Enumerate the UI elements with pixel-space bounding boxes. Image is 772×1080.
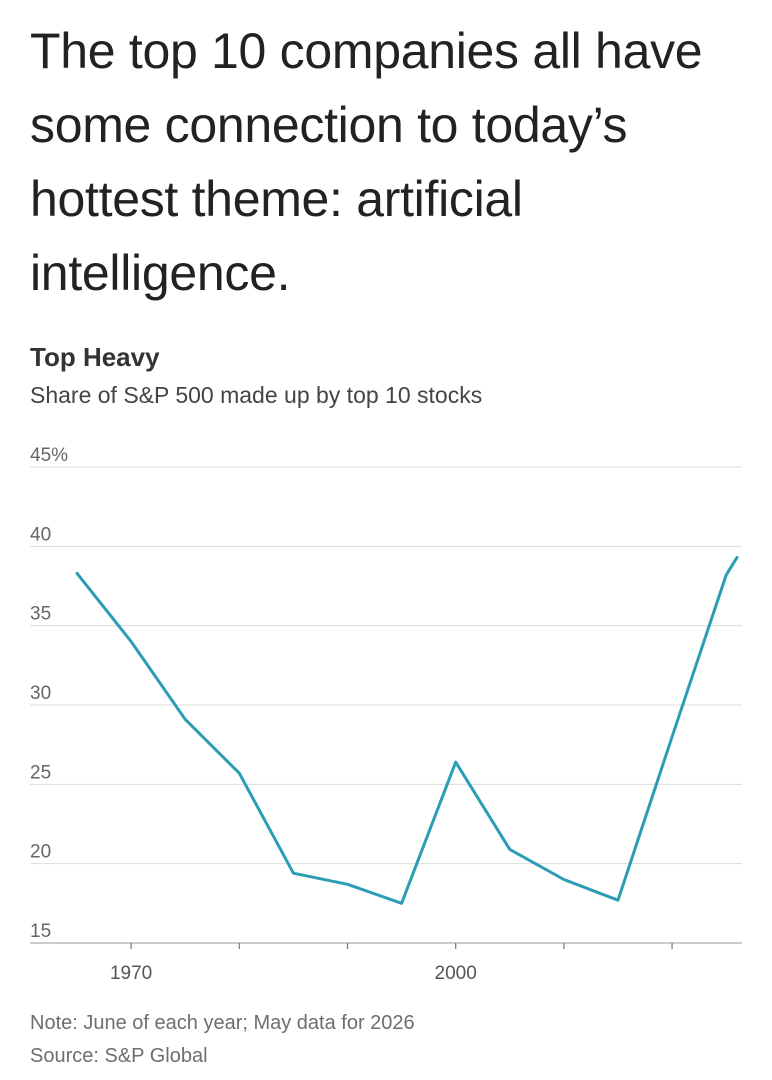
chart-subtitle: Share of S&P 500 made up by top 10 stock… bbox=[30, 382, 483, 408]
series-lines bbox=[75, 555, 739, 905]
series-line-0 bbox=[75, 555, 739, 905]
y-tick-label-25: 25 bbox=[30, 762, 51, 783]
chart-note: Note: June of each year; May data for 20… bbox=[30, 1012, 415, 1034]
x-tick-label-1970: 1970 bbox=[110, 963, 152, 984]
y-tick-label-40: 40 bbox=[30, 524, 51, 545]
chart-source: Source: S&P Global bbox=[30, 1045, 208, 1067]
x-tick-label-2000: 2000 bbox=[435, 963, 477, 984]
line-chart: 45% 40 35 30 25 20 15 1970 2000 bbox=[30, 445, 742, 984]
chart-title: Top Heavy bbox=[30, 342, 160, 372]
grid-lines bbox=[30, 466, 742, 865]
headline: The top 10 companies all have some conne… bbox=[30, 23, 703, 301]
y-tick-label-45: 45% bbox=[30, 445, 68, 466]
y-tick-label-30: 30 bbox=[30, 683, 51, 704]
y-tick-label-15: 15 bbox=[30, 921, 51, 942]
y-tick-label-35: 35 bbox=[30, 604, 51, 625]
y-tick-label-20: 20 bbox=[30, 842, 51, 863]
y-axis-ticks: 45% 40 35 30 25 20 15 bbox=[30, 445, 68, 942]
x-axis: 1970 2000 bbox=[30, 942, 742, 984]
